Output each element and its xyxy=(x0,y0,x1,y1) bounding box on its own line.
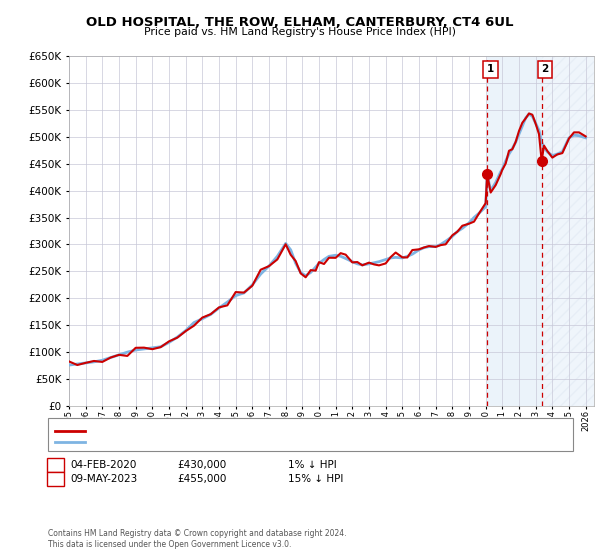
Text: OLD HOSPITAL, THE ROW, ELHAM, CANTERBURY, CT4 6UL (detached house): OLD HOSPITAL, THE ROW, ELHAM, CANTERBURY… xyxy=(92,426,425,435)
Text: 1: 1 xyxy=(487,64,494,74)
Text: £430,000: £430,000 xyxy=(177,460,226,470)
Text: Price paid vs. HM Land Registry's House Price Index (HPI): Price paid vs. HM Land Registry's House … xyxy=(144,27,456,37)
Text: 09-MAY-2023: 09-MAY-2023 xyxy=(71,474,138,484)
Bar xyxy=(542,56,594,406)
Text: 1: 1 xyxy=(52,460,59,470)
Text: 15% ↓ HPI: 15% ↓ HPI xyxy=(288,474,343,484)
Text: 2: 2 xyxy=(52,474,59,484)
Text: OLD HOSPITAL, THE ROW, ELHAM, CANTERBURY, CT4 6UL: OLD HOSPITAL, THE ROW, ELHAM, CANTERBURY… xyxy=(86,16,514,29)
Text: 2: 2 xyxy=(541,64,548,74)
Text: HPI: Average price, detached house, Folkestone and Hythe: HPI: Average price, detached house, Folk… xyxy=(92,438,349,447)
Text: 1% ↓ HPI: 1% ↓ HPI xyxy=(288,460,337,470)
Text: Contains HM Land Registry data © Crown copyright and database right 2024.
This d: Contains HM Land Registry data © Crown c… xyxy=(48,529,347,549)
Text: £455,000: £455,000 xyxy=(177,474,226,484)
Text: 04-FEB-2020: 04-FEB-2020 xyxy=(71,460,137,470)
Bar xyxy=(487,56,542,406)
